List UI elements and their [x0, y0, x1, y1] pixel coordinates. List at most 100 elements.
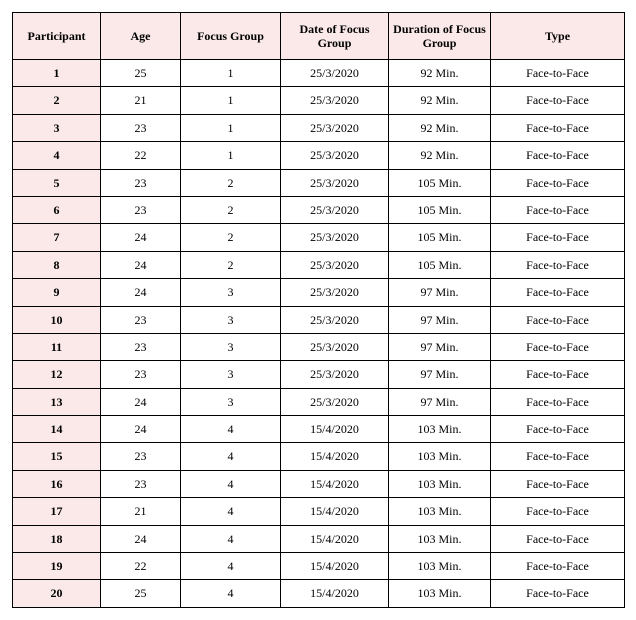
cell-value: 2 [181, 196, 281, 223]
cell-value: 21 [101, 87, 181, 114]
cell-value: Face-to-Face [491, 224, 625, 251]
cell-participant: 19 [13, 553, 101, 580]
cell-participant: 15 [13, 443, 101, 470]
cell-value: 25/3/2020 [281, 306, 389, 333]
cell-value: 25/3/2020 [281, 224, 389, 251]
cell-participant: 17 [13, 498, 101, 525]
table-body: 125125/3/202092 Min.Face-to-Face221125/3… [13, 60, 625, 608]
table-row: 1223325/3/202097 Min.Face-to-Face [13, 361, 625, 388]
table-row: 1023325/3/202097 Min.Face-to-Face [13, 306, 625, 333]
cell-value: 1 [181, 142, 281, 169]
cell-value: 105 Min. [389, 224, 491, 251]
focus-group-table: Participant Age Focus Group Date of Focu… [12, 12, 625, 608]
col-header-duration: Duration of Focus Group [389, 13, 491, 60]
cell-value: 97 Min. [389, 361, 491, 388]
cell-participant: 5 [13, 169, 101, 196]
cell-value: 15/4/2020 [281, 470, 389, 497]
cell-value: 25/3/2020 [281, 361, 389, 388]
cell-value: 4 [181, 580, 281, 607]
cell-value: 15/4/2020 [281, 443, 389, 470]
cell-value: Face-to-Face [491, 251, 625, 278]
cell-value: 105 Min. [389, 169, 491, 196]
cell-value: 103 Min. [389, 525, 491, 552]
cell-value: 15/4/2020 [281, 498, 389, 525]
cell-value: Face-to-Face [491, 333, 625, 360]
table-row: 1123325/3/202097 Min.Face-to-Face [13, 333, 625, 360]
table-row: 1424415/4/2020103 Min.Face-to-Face [13, 416, 625, 443]
cell-value: 1 [181, 60, 281, 87]
cell-value: Face-to-Face [491, 196, 625, 223]
cell-value: 4 [181, 443, 281, 470]
cell-value: 22 [101, 553, 181, 580]
cell-participant: 2 [13, 87, 101, 114]
cell-value: 23 [101, 361, 181, 388]
cell-value: 23 [101, 443, 181, 470]
cell-value: 15/4/2020 [281, 416, 389, 443]
cell-value: 25/3/2020 [281, 87, 389, 114]
cell-value: 92 Min. [389, 87, 491, 114]
col-header-focus-group: Focus Group [181, 13, 281, 60]
cell-participant: 9 [13, 279, 101, 306]
cell-value: 103 Min. [389, 498, 491, 525]
cell-value: Face-to-Face [491, 361, 625, 388]
cell-value: 2 [181, 251, 281, 278]
col-header-date: Date of Focus Group [281, 13, 389, 60]
table-row: 523225/3/2020105 Min.Face-to-Face [13, 169, 625, 196]
cell-value: 24 [101, 388, 181, 415]
cell-participant: 14 [13, 416, 101, 443]
cell-value: 103 Min. [389, 553, 491, 580]
cell-participant: 7 [13, 224, 101, 251]
cell-participant: 11 [13, 333, 101, 360]
table-row: 1824415/4/2020103 Min.Face-to-Face [13, 525, 625, 552]
table-row: 2025415/4/2020103 Min.Face-to-Face [13, 580, 625, 607]
cell-value: Face-to-Face [491, 443, 625, 470]
cell-value: 25/3/2020 [281, 114, 389, 141]
cell-value: 15/4/2020 [281, 580, 389, 607]
cell-value: 23 [101, 470, 181, 497]
cell-value: 25 [101, 580, 181, 607]
cell-value: 24 [101, 224, 181, 251]
cell-value: 25/3/2020 [281, 333, 389, 360]
cell-value: Face-to-Face [491, 498, 625, 525]
cell-value: 21 [101, 498, 181, 525]
cell-value: Face-to-Face [491, 470, 625, 497]
cell-value: 92 Min. [389, 142, 491, 169]
cell-value: 23 [101, 114, 181, 141]
cell-value: Face-to-Face [491, 580, 625, 607]
cell-value: 25/3/2020 [281, 388, 389, 415]
cell-value: 24 [101, 251, 181, 278]
cell-value: 92 Min. [389, 60, 491, 87]
cell-value: 4 [181, 553, 281, 580]
table-row: 824225/3/2020105 Min.Face-to-Face [13, 251, 625, 278]
cell-value: Face-to-Face [491, 525, 625, 552]
table-row: 724225/3/2020105 Min.Face-to-Face [13, 224, 625, 251]
cell-value: 3 [181, 306, 281, 333]
cell-value: 103 Min. [389, 416, 491, 443]
table-row: 125125/3/202092 Min.Face-to-Face [13, 60, 625, 87]
cell-participant: 6 [13, 196, 101, 223]
cell-value: Face-to-Face [491, 388, 625, 415]
cell-value: 1 [181, 87, 281, 114]
table-row: 1623415/4/2020103 Min.Face-to-Face [13, 470, 625, 497]
cell-value: 23 [101, 306, 181, 333]
cell-value: 3 [181, 279, 281, 306]
cell-value: 23 [101, 333, 181, 360]
cell-value: 24 [101, 525, 181, 552]
cell-value: Face-to-Face [491, 553, 625, 580]
cell-value: Face-to-Face [491, 87, 625, 114]
cell-participant: 18 [13, 525, 101, 552]
table-row: 1523415/4/2020103 Min.Face-to-Face [13, 443, 625, 470]
cell-value: Face-to-Face [491, 114, 625, 141]
table-row: 1922415/4/2020103 Min.Face-to-Face [13, 553, 625, 580]
cell-participant: 1 [13, 60, 101, 87]
table-row: 221125/3/202092 Min.Face-to-Face [13, 87, 625, 114]
cell-participant: 8 [13, 251, 101, 278]
cell-value: Face-to-Face [491, 169, 625, 196]
cell-value: 3 [181, 388, 281, 415]
cell-value: 23 [101, 196, 181, 223]
cell-value: 15/4/2020 [281, 553, 389, 580]
cell-value: 25/3/2020 [281, 196, 389, 223]
cell-participant: 4 [13, 142, 101, 169]
cell-value: 4 [181, 498, 281, 525]
cell-value: 97 Min. [389, 279, 491, 306]
